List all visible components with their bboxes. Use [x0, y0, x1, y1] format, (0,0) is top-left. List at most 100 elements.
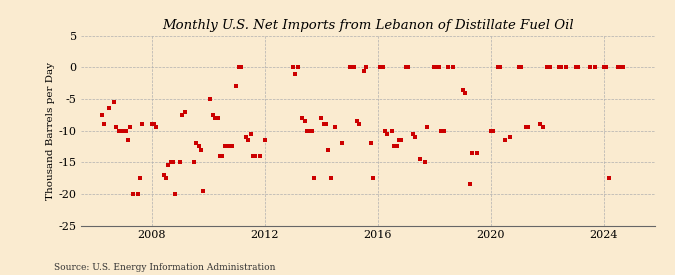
- Point: [113, 128, 124, 133]
- Point: [495, 65, 506, 70]
- Point: [487, 128, 498, 133]
- Point: [118, 128, 129, 133]
- Point: [290, 72, 300, 76]
- Point: [344, 65, 355, 70]
- Point: [401, 65, 412, 70]
- Point: [194, 144, 205, 148]
- Point: [165, 160, 176, 164]
- Point: [537, 125, 548, 130]
- Point: [158, 173, 169, 177]
- Point: [234, 65, 244, 70]
- Point: [436, 128, 447, 133]
- Point: [191, 141, 202, 145]
- Point: [349, 65, 360, 70]
- Point: [259, 138, 270, 142]
- Point: [403, 65, 414, 70]
- Point: [109, 100, 119, 104]
- Point: [104, 106, 115, 111]
- Point: [570, 65, 581, 70]
- Point: [438, 128, 449, 133]
- Point: [111, 125, 122, 130]
- Point: [500, 138, 510, 142]
- Point: [151, 125, 162, 130]
- Point: [219, 144, 230, 148]
- Point: [429, 65, 439, 70]
- Point: [330, 125, 341, 130]
- Point: [302, 128, 313, 133]
- Point: [466, 151, 477, 155]
- Point: [414, 157, 425, 161]
- Title: Monthly U.S. Net Imports from Lebanon of Distillate Fuel Oil: Monthly U.S. Net Imports from Lebanon of…: [162, 19, 574, 32]
- Point: [99, 122, 110, 127]
- Point: [231, 84, 242, 89]
- Point: [97, 113, 107, 117]
- Point: [337, 141, 348, 145]
- Point: [431, 65, 442, 70]
- Point: [556, 65, 567, 70]
- Point: [236, 65, 246, 70]
- Point: [205, 97, 216, 101]
- Point: [250, 154, 261, 158]
- Point: [420, 160, 431, 164]
- Point: [535, 122, 545, 127]
- Point: [422, 125, 433, 130]
- Point: [520, 125, 531, 130]
- Point: [128, 192, 138, 196]
- Point: [254, 154, 265, 158]
- Point: [613, 65, 624, 70]
- Point: [212, 116, 223, 120]
- Point: [394, 138, 404, 142]
- Point: [134, 176, 145, 180]
- Point: [389, 144, 400, 148]
- Point: [167, 160, 178, 164]
- Point: [177, 113, 188, 117]
- Point: [354, 122, 364, 127]
- Point: [243, 138, 254, 142]
- Point: [457, 87, 468, 92]
- Point: [601, 65, 612, 70]
- Point: [132, 192, 143, 196]
- Point: [434, 65, 445, 70]
- Point: [368, 176, 379, 180]
- Point: [120, 128, 131, 133]
- Point: [198, 189, 209, 193]
- Point: [387, 128, 398, 133]
- Point: [306, 128, 317, 133]
- Point: [585, 65, 595, 70]
- Point: [318, 122, 329, 127]
- Point: [163, 163, 173, 168]
- Point: [137, 122, 148, 127]
- Point: [146, 122, 157, 127]
- Point: [161, 176, 171, 180]
- Point: [240, 135, 251, 139]
- Point: [210, 116, 221, 120]
- Point: [408, 132, 418, 136]
- Point: [292, 65, 303, 70]
- Y-axis label: Thousand Barrels per Day: Thousand Barrels per Day: [46, 62, 55, 200]
- Point: [410, 135, 421, 139]
- Point: [346, 65, 357, 70]
- Point: [514, 65, 524, 70]
- Point: [360, 65, 371, 70]
- Point: [379, 128, 390, 133]
- Point: [618, 65, 628, 70]
- Point: [188, 160, 199, 164]
- Point: [226, 144, 237, 148]
- Point: [325, 176, 336, 180]
- Point: [297, 116, 308, 120]
- Point: [572, 65, 583, 70]
- Point: [125, 125, 136, 130]
- Point: [396, 138, 406, 142]
- Point: [381, 132, 392, 136]
- Point: [288, 65, 298, 70]
- Point: [516, 65, 526, 70]
- Point: [224, 144, 235, 148]
- Point: [599, 65, 610, 70]
- Point: [542, 65, 553, 70]
- Point: [365, 141, 376, 145]
- Point: [493, 65, 504, 70]
- Point: [615, 65, 626, 70]
- Point: [308, 176, 319, 180]
- Point: [377, 65, 388, 70]
- Text: Source: U.S. Energy Information Administration: Source: U.S. Energy Information Administ…: [54, 263, 275, 272]
